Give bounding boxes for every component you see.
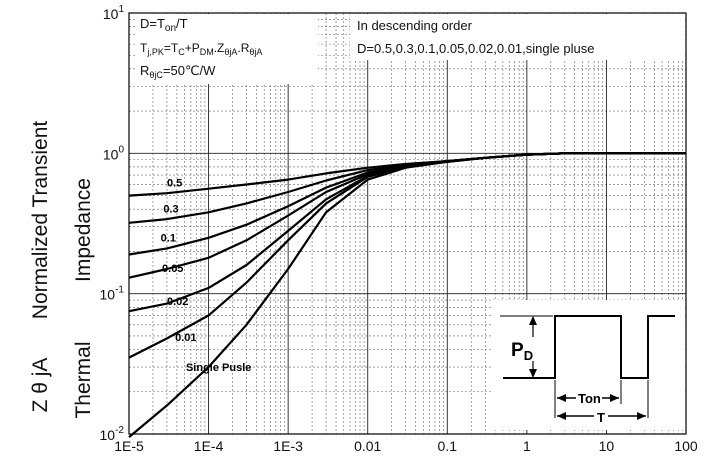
annotation-right-line2: D=0.5,0.3,0.1,0.05,0.02,0.01,single plus…: [357, 41, 594, 56]
series-label-2: 0.1: [161, 233, 176, 245]
y-axis-title-impedance: Impedance: [72, 178, 95, 282]
x-tick-label: 1E-5: [114, 438, 144, 454]
y-axis-title-line1: Normalized Transient: [29, 121, 52, 320]
plot-frame: [128, 12, 687, 435]
y-tick-label: 10-1: [100, 285, 125, 303]
series-line-4: [128, 152, 686, 313]
annotation-left-line1: D=Ton/T: [140, 16, 188, 34]
series-label-5: 0.01: [175, 332, 196, 344]
y-tick-label: 101: [103, 4, 125, 22]
y-axis-title-prefix: Z θ jA: [29, 358, 52, 413]
series-label-3: 0.05: [162, 263, 183, 275]
y-axis-title-thermal: Thermal: [72, 341, 95, 418]
x-tick-label: 0.01: [354, 438, 381, 454]
series-lines: [128, 152, 686, 438]
series-line-6: [128, 152, 686, 438]
x-tick-label: 0.1: [438, 438, 458, 454]
x-tick-label: 10: [599, 438, 615, 454]
series-label-0: 0.5: [167, 178, 182, 190]
x-tick-label: 100: [674, 438, 698, 454]
series-label-1: 0.3: [163, 203, 178, 215]
x-tick-label: 1E-3: [273, 438, 303, 454]
x-tick-label: 1E-4: [194, 438, 224, 454]
axis-ticks: 1E-5 1E-4 1E-3 0.01 0.1 1 10 100 10-2 10-1 100 101: [100, 4, 698, 454]
y-tick-label: 100: [103, 144, 125, 162]
pulse-label-ton: Ton: [578, 391, 601, 406]
series-label-4: 0.02: [167, 296, 188, 308]
pulse-label-t: T: [597, 410, 605, 425]
series-line-3: [128, 152, 686, 279]
annotation-right: In descending order D=0.5,0.3,0.1,0.05,0…: [350, 14, 684, 60]
y-tick-label: 10-2: [100, 425, 125, 443]
y-axis-title: Normalized Transient Z θ jA Thermal Impe…: [29, 121, 95, 419]
x-tick-label: 1: [523, 438, 531, 454]
annotation-right-line1: In descending order: [357, 18, 473, 33]
pulse-diagram: PD Ton T: [493, 300, 685, 430]
annotation-left: D=Ton/T Tj,PK=TC+PDM.ZθjA.RθjA RθjC=50℃/…: [136, 14, 318, 84]
series-labels: 0.5 0.3 0.1 0.05 0.02 0.01 Single Pusle: [161, 178, 252, 375]
pulse-waveform: [503, 315, 675, 379]
series-label-6: Single Pusle: [186, 362, 251, 374]
